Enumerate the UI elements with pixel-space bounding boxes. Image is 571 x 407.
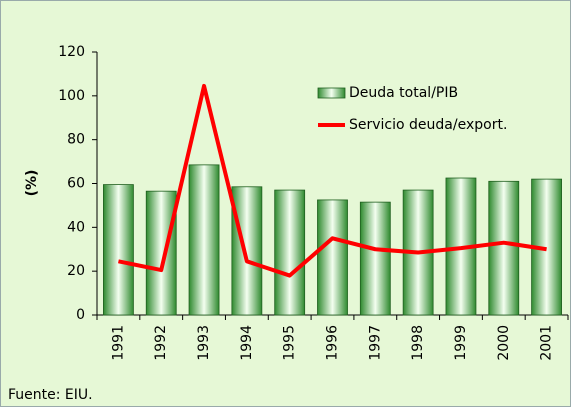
x-tick-label: 1994 <box>239 325 255 361</box>
x-tick-label: 1991 <box>110 325 126 361</box>
y-tick-label: 20 <box>67 263 85 279</box>
x-tick-label: 1998 <box>410 325 426 361</box>
x-tick-label: 1995 <box>282 325 298 361</box>
legend-label: Servicio deuda/export. <box>349 117 507 133</box>
x-tick-label: 1996 <box>325 325 341 361</box>
y-tick-label: 60 <box>67 176 85 192</box>
y-tick-label: 0 <box>76 307 85 323</box>
bar <box>359 201 391 316</box>
bar <box>274 189 306 316</box>
y-axis-label: (%) <box>24 170 40 197</box>
bar <box>145 190 177 316</box>
bar <box>103 184 134 316</box>
bar <box>488 180 520 316</box>
legend-swatch <box>317 87 346 99</box>
bar <box>231 186 263 316</box>
y-tick-label: 120 <box>58 44 85 60</box>
x-tick-label: 1997 <box>367 325 383 361</box>
bar <box>188 164 220 316</box>
x-tick-label: 1993 <box>196 325 212 361</box>
y-tick-label: 40 <box>67 219 85 235</box>
line <box>118 83 547 278</box>
legend-label: Deuda total/PIB <box>349 85 458 101</box>
y-tick-label: 80 <box>67 132 85 148</box>
x-tick-label: 2000 <box>496 325 512 361</box>
x-tick-label: 2001 <box>539 325 555 361</box>
source-note: Fuente: EIU. <box>8 387 93 403</box>
bar <box>317 199 348 316</box>
y-tick-label: 100 <box>58 88 85 104</box>
x-tick-label: 1999 <box>453 325 469 361</box>
x-tick-label: 1992 <box>153 325 169 361</box>
